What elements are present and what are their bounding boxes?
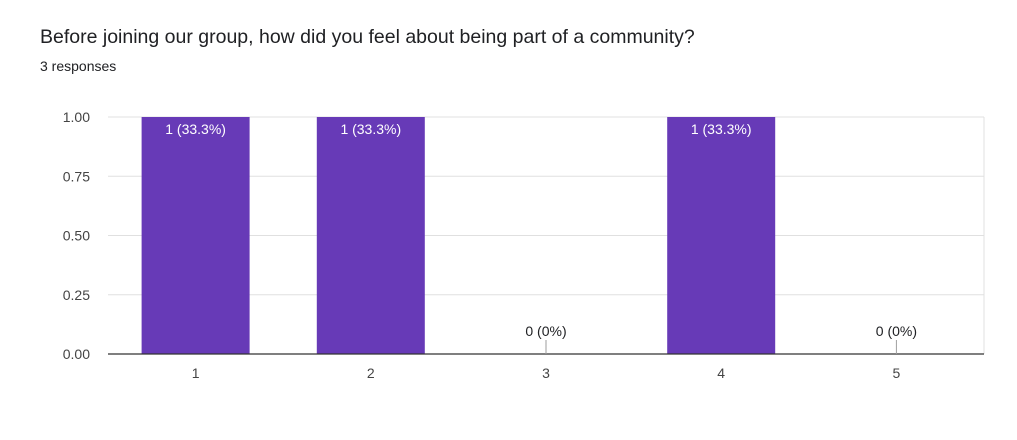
bar-4[interactable] xyxy=(667,117,776,354)
grid-layer xyxy=(108,116,985,354)
y-tick-label: 0.25 xyxy=(63,287,90,303)
data-label-5: 0 (0%) xyxy=(876,323,917,339)
x-tick-label: 4 xyxy=(717,365,725,381)
x-tick-label: 5 xyxy=(893,365,901,381)
x-tick-label: 2 xyxy=(367,365,375,381)
bar-1[interactable] xyxy=(141,117,250,354)
data-label-4: 1 (33.3%) xyxy=(691,121,752,137)
labels-layer: 1 (33.3%) 1 (33.3%) 0 (0%) 1 (33.3%) 0 (0%) xyxy=(165,121,917,354)
question-title: Before joining our group, how did you fe… xyxy=(40,26,695,48)
x-tick-label: 1 xyxy=(192,365,200,381)
y-tick-label: 0.75 xyxy=(63,168,90,184)
y-tick-label: 1.00 xyxy=(63,109,90,125)
data-label-1: 1 (33.3%) xyxy=(165,121,226,137)
y-tick-label: 0.50 xyxy=(63,228,90,244)
data-label-2: 1 (33.3%) xyxy=(340,121,401,137)
response-count: 3 responses xyxy=(40,58,117,74)
axis-layer: 0.00 0.25 0.50 0.75 1.00 1 2 3 4 5 xyxy=(63,109,984,381)
bars-layer xyxy=(141,117,776,354)
data-label-3: 0 (0%) xyxy=(525,323,566,339)
x-tick-label: 3 xyxy=(542,365,550,381)
y-tick-label: 0.00 xyxy=(63,346,90,362)
bar-2[interactable] xyxy=(316,117,425,354)
